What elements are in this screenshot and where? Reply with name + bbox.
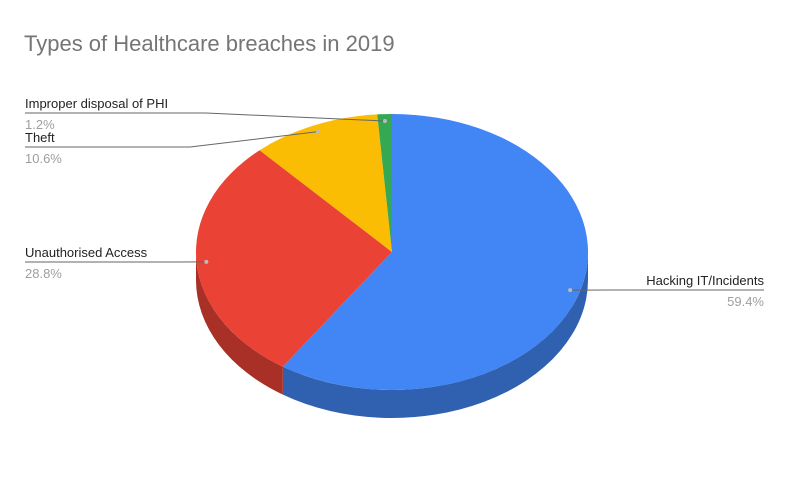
chart-title: Types of Healthcare breaches in 2019 [24,31,395,56]
leader-dot [382,118,387,123]
slice-side [282,252,588,418]
leader-dot [316,129,321,134]
slice-value-label: 10.6% [25,151,62,166]
slice [377,114,392,252]
slice [196,150,392,395]
slice-value-label: 59.4% [727,294,764,309]
slice-top [196,150,392,367]
slice-top [377,114,392,252]
slice [259,114,392,252]
slice-top [282,114,589,391]
leader-line [25,131,319,148]
slice-top [259,114,392,252]
slice [282,114,589,418]
slice-label: Theft [25,130,55,145]
leader-dot [204,259,209,264]
slice-side [196,252,283,395]
leader-dot [568,288,573,293]
leader-line [25,112,386,122]
slice-value-label: 1.2% [25,117,55,132]
slice-label: Improper disposal of PHI [25,96,168,111]
slice-value-label: 28.8% [25,266,62,281]
slice-label: Unauthorised Access [25,245,148,260]
slice-label: Hacking IT/Incidents [646,273,764,288]
